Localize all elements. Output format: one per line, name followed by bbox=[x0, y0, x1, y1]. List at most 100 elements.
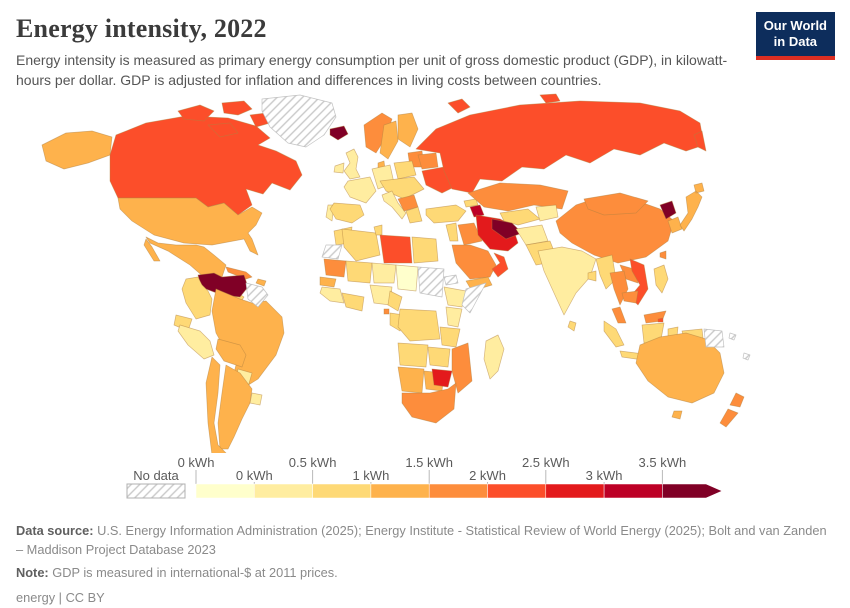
country-egypt[interactable] bbox=[411, 236, 439, 264]
country-zambia[interactable] bbox=[427, 346, 451, 368]
country-pacific-islands[interactable] bbox=[728, 332, 751, 361]
country-mongolia[interactable] bbox=[583, 192, 649, 216]
country-drc[interactable] bbox=[397, 308, 441, 342]
country-uzbekistan[interactable] bbox=[499, 208, 541, 226]
legend-bin-8-arrow[interactable] bbox=[662, 483, 723, 498]
country-turkmenistan[interactable] bbox=[491, 218, 523, 240]
country-new-zealand[interactable] bbox=[719, 392, 745, 428]
country-peru[interactable] bbox=[177, 324, 215, 360]
country-georgia[interactable] bbox=[463, 198, 479, 208]
country-namibia[interactable] bbox=[397, 366, 425, 394]
country-oman[interactable] bbox=[491, 252, 509, 278]
country-iceland[interactable] bbox=[329, 125, 349, 141]
country-bolivia[interactable] bbox=[215, 338, 247, 368]
country-sudan[interactable] bbox=[417, 266, 445, 298]
country-mexico[interactable] bbox=[143, 236, 227, 280]
country-cambodia[interactable] bbox=[621, 290, 639, 304]
country-south-korea[interactable] bbox=[667, 216, 683, 234]
country-guinea-region[interactable] bbox=[319, 286, 345, 304]
owid-logo[interactable]: Our World in Data bbox=[755, 12, 835, 60]
legend-bin-6[interactable] bbox=[545, 483, 605, 498]
country-russia[interactable] bbox=[415, 100, 705, 194]
country-finland[interactable] bbox=[397, 112, 419, 148]
country-taiwan[interactable] bbox=[659, 250, 667, 260]
license-line[interactable]: energy | CC BY bbox=[16, 590, 105, 606]
country-kyrgyz-tajik[interactable] bbox=[535, 204, 559, 222]
country-philippines[interactable] bbox=[653, 264, 669, 294]
country-senegal[interactable] bbox=[319, 276, 337, 288]
country-cameroon[interactable] bbox=[387, 290, 403, 312]
country-alaska[interactable] bbox=[41, 130, 113, 170]
country-italy[interactable] bbox=[381, 190, 407, 220]
country-kenya[interactable] bbox=[445, 306, 463, 328]
country-azerbaijan[interactable] bbox=[469, 204, 485, 218]
country-south-africa[interactable] bbox=[401, 382, 457, 424]
country-mozambique[interactable] bbox=[451, 342, 473, 394]
country-poland[interactable] bbox=[393, 160, 417, 180]
country-greenland[interactable] bbox=[261, 94, 337, 148]
country-niger[interactable] bbox=[371, 262, 397, 284]
country-central-europe[interactable] bbox=[379, 176, 425, 200]
country-india[interactable] bbox=[537, 246, 597, 316]
country-iraq[interactable] bbox=[457, 222, 483, 246]
country-belarus[interactable] bbox=[417, 152, 439, 170]
country-algeria[interactable] bbox=[341, 228, 381, 262]
country-argentina[interactable] bbox=[217, 364, 253, 450]
country-russia-arctic-islands[interactable] bbox=[447, 93, 707, 152]
country-greece[interactable] bbox=[405, 206, 423, 224]
country-ivory-ghana[interactable] bbox=[341, 292, 365, 312]
chart-footer: Data source: U.S. Energy Information Adm… bbox=[0, 505, 850, 608]
country-libya[interactable] bbox=[379, 234, 413, 264]
legend-no-data-swatch[interactable] bbox=[126, 483, 186, 499]
legend-label-2: 0.5 kWh bbox=[289, 455, 337, 470]
country-cuba[interactable] bbox=[225, 266, 253, 280]
country-saudi-arabia[interactable] bbox=[451, 244, 497, 280]
country-guyanas[interactable] bbox=[245, 282, 269, 308]
country-tanzania[interactable] bbox=[439, 326, 461, 348]
country-eritrea[interactable] bbox=[443, 274, 459, 286]
country-uk[interactable] bbox=[343, 148, 361, 180]
legend-label-8: 3.5 kWh bbox=[639, 455, 687, 470]
legend-bin-1[interactable] bbox=[254, 483, 313, 498]
country-australia[interactable] bbox=[635, 332, 725, 420]
data-source-label: Data source: bbox=[16, 522, 94, 538]
country-chile[interactable] bbox=[205, 356, 228, 453]
country-levant[interactable] bbox=[445, 222, 459, 242]
country-spain[interactable] bbox=[329, 202, 365, 224]
country-mali[interactable] bbox=[345, 260, 373, 284]
country-turkey[interactable] bbox=[425, 204, 467, 224]
country-chad[interactable] bbox=[395, 264, 419, 292]
country-myanmar[interactable] bbox=[595, 254, 617, 290]
country-ethiopia[interactable] bbox=[443, 286, 467, 308]
country-hispaniola[interactable] bbox=[255, 278, 267, 287]
data-source-text: U.S. Energy Information Administration (… bbox=[16, 522, 827, 557]
country-angola[interactable] bbox=[397, 342, 429, 368]
country-france[interactable] bbox=[343, 176, 377, 204]
country-sri-lanka[interactable] bbox=[567, 320, 577, 332]
legend-bin-4[interactable] bbox=[428, 483, 488, 498]
country-uruguay[interactable] bbox=[249, 392, 263, 406]
country-zimbabwe[interactable] bbox=[431, 368, 453, 388]
country-ireland[interactable] bbox=[333, 162, 345, 174]
country-kazakhstan[interactable] bbox=[467, 182, 569, 212]
country-japan[interactable] bbox=[679, 182, 705, 232]
country-mauritania[interactable] bbox=[323, 258, 347, 278]
country-equatorial-guinea[interactable] bbox=[383, 308, 390, 315]
legend-bin-0[interactable] bbox=[195, 483, 255, 498]
legend-bin-7[interactable] bbox=[603, 483, 663, 498]
country-somalia[interactable] bbox=[461, 282, 487, 314]
legend-bin-5[interactable] bbox=[487, 483, 547, 498]
country-colombia[interactable] bbox=[181, 276, 213, 320]
legend-bin-2[interactable] bbox=[312, 483, 372, 498]
legend-bin-3[interactable] bbox=[370, 483, 430, 498]
country-western-sahara[interactable] bbox=[321, 244, 343, 260]
country-sweden[interactable] bbox=[379, 120, 399, 160]
country-madagascar[interactable] bbox=[483, 334, 505, 380]
country-canada-arctic-islands[interactable] bbox=[177, 100, 271, 138]
country-brunei[interactable] bbox=[657, 317, 664, 323]
country-usa[interactable] bbox=[117, 197, 263, 256]
country-north-korea[interactable] bbox=[659, 200, 677, 220]
country-papua-new-guinea[interactable] bbox=[703, 328, 725, 348]
country-bangladesh[interactable] bbox=[587, 270, 597, 282]
